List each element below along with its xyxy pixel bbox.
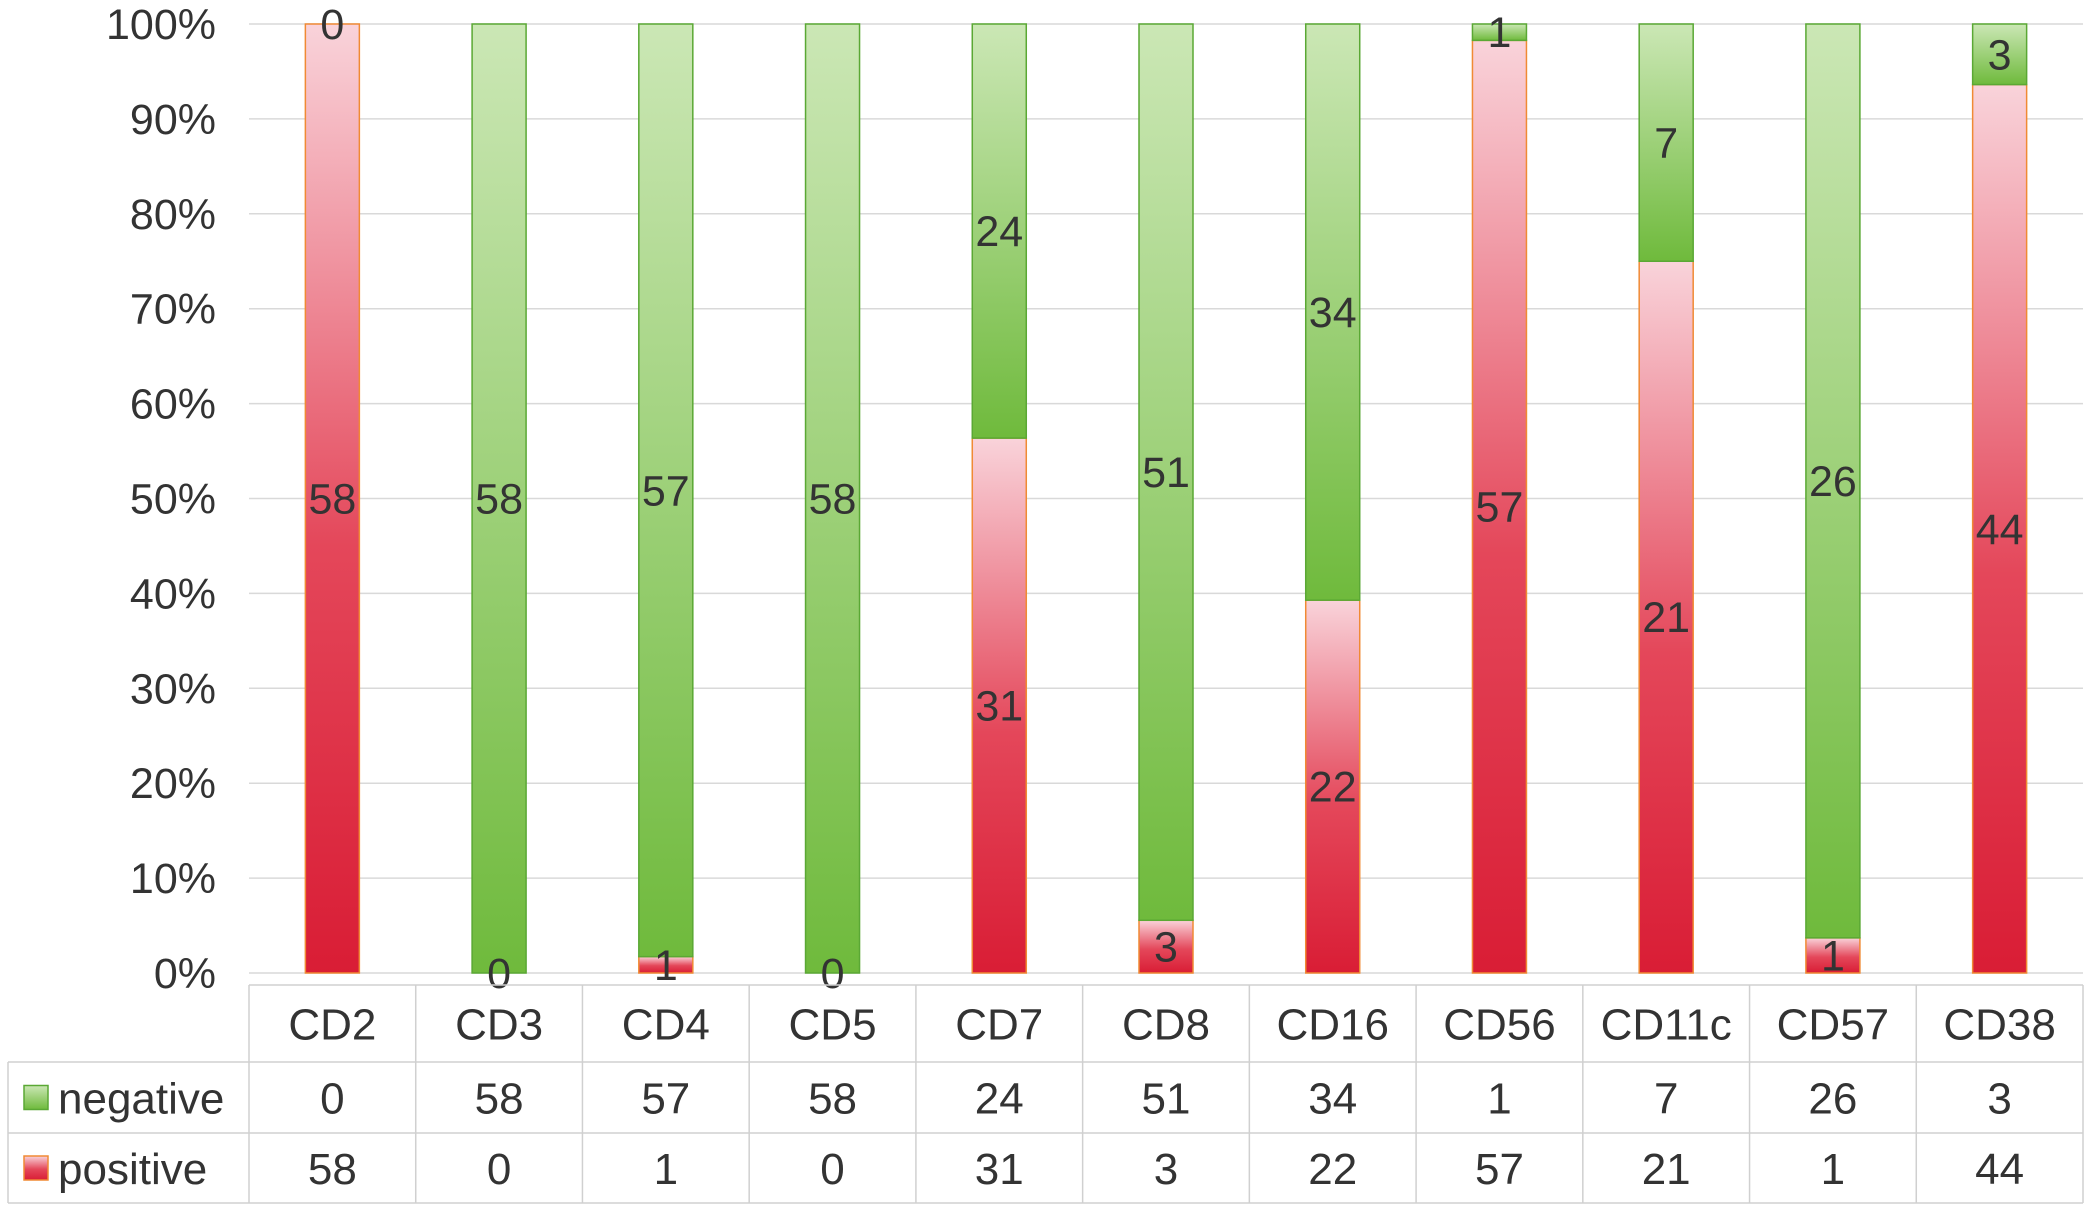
category-label: CD16: [1276, 1001, 1389, 1050]
table-cell-negative: 57: [641, 1075, 690, 1124]
y-tick-label: 10%: [130, 855, 216, 903]
bar-negative-cd57: [1805, 23, 1861, 939]
table-cell-negative: 24: [975, 1075, 1024, 1124]
label-negative-cd7: 24: [975, 208, 1023, 256]
table-cell-positive: 22: [1308, 1145, 1357, 1194]
label-positive-cd8: 3: [1154, 924, 1178, 972]
category-label: CD57: [1777, 1001, 1890, 1050]
label-positive-cd7: 31: [975, 683, 1023, 731]
label-positive-cd38: 44: [1976, 506, 2024, 554]
label-positive-cd16: 22: [1309, 764, 1357, 812]
category-label: CD11c: [1601, 1001, 1732, 1050]
y-tick-label: 0%: [154, 950, 216, 998]
bars: [304, 23, 2028, 974]
label-negative-cd3: 58: [475, 476, 523, 524]
table-cell-positive: 0: [820, 1145, 844, 1194]
y-tick-label: 20%: [130, 760, 216, 808]
label-negative-cd2: 0: [320, 1, 344, 49]
label-positive-cd5: 0: [821, 950, 845, 998]
table-cell-positive: 58: [308, 1145, 357, 1194]
bar-positive-cd11c: [1638, 260, 1694, 974]
y-tick-label: 40%: [130, 570, 216, 618]
table-cell-negative: 1: [1487, 1075, 1511, 1124]
category-label: CD3: [455, 1001, 543, 1050]
table-cell-positive: 1: [654, 1145, 678, 1194]
label-negative-cd8: 51: [1142, 449, 1190, 497]
bar-positive-cd8: [1138, 919, 1194, 974]
table-cell-negative: 51: [1142, 1075, 1191, 1124]
bar-positive-cd16: [1304, 599, 1361, 974]
table-cell-negative: 58: [808, 1075, 857, 1124]
category-label: CD56: [1443, 1001, 1556, 1050]
table-cell-negative: 3: [1987, 1075, 2011, 1124]
y-tick-label: 100%: [106, 1, 216, 49]
table-cell-positive: 44: [1975, 1145, 2024, 1194]
legend-swatch-positive: [23, 1155, 49, 1181]
table-cell-negative: 34: [1308, 1075, 1357, 1124]
label-positive-cd2: 58: [308, 476, 356, 524]
label-positive-cd3: 0: [487, 950, 511, 998]
y-tick-label: 50%: [130, 476, 216, 524]
y-axis: 0% 10% 20% 30% 40% 50% 60% 70% 80% 90% 100%: [106, 1, 216, 998]
data-labels: 0 58 58 0 57 1 58 0 24 31 51 3 34 22 1 57 7 21 26 1 3 44: [308, 1, 2023, 998]
table-cell-positive: 57: [1475, 1145, 1524, 1194]
table-cell-negative: 0: [320, 1075, 344, 1124]
label-negative-cd11c: 7: [1654, 120, 1678, 168]
bar-negative-cd16: [1304, 23, 1361, 601]
category-label: CD38: [1943, 1001, 2056, 1050]
label-negative-cd57: 26: [1809, 458, 1857, 506]
bar-positive-cd2: [304, 23, 361, 974]
table-cell-positive: 21: [1642, 1145, 1691, 1194]
label-positive-cd4: 1: [654, 942, 678, 990]
label-negative-cd56: 1: [1487, 9, 1511, 57]
label-positive-cd56: 57: [1476, 484, 1524, 532]
bar-positive-cd38: [1971, 83, 2028, 974]
bar-negative-cd8: [1138, 23, 1194, 922]
table-cell-negative: 7: [1654, 1075, 1678, 1124]
bar-positive-cd7: [971, 437, 1028, 974]
bar-negative-cd5: [804, 23, 861, 974]
bar-negative-cd4: [638, 23, 694, 958]
table-cell-negative: 58: [475, 1075, 524, 1124]
label-negative-cd16: 34: [1309, 289, 1357, 337]
table-cell-positive: 0: [487, 1145, 511, 1194]
y-tick-label: 30%: [130, 665, 216, 713]
label-negative-cd4: 57: [642, 467, 690, 515]
label-negative-cd5: 58: [809, 476, 857, 524]
data-table: CD2 CD3 CD4 CD5 CD7 CD8 CD16 CD56 CD11c CD57 CD38 n…: [7, 984, 2084, 1204]
label-positive-cd57: 1: [1821, 932, 1845, 980]
bar-negative-cd3: [471, 23, 527, 974]
y-tick-label: 80%: [130, 191, 216, 239]
label-negative-cd38: 3: [1988, 31, 2012, 79]
bar-negative-cd7: [971, 23, 1028, 439]
legend-label-negative: negative: [58, 1075, 224, 1124]
bar-negative-cd11c: [1638, 23, 1694, 262]
y-tick-label: 90%: [130, 96, 216, 144]
category-label: CD4: [622, 1001, 710, 1050]
category-label: CD8: [1122, 1001, 1210, 1050]
bar-positive-cd56: [1471, 39, 1528, 974]
bar-negative-cd38: [1971, 23, 2028, 86]
category-label: CD7: [955, 1001, 1043, 1050]
table-cell-positive: 1: [1821, 1145, 1845, 1194]
legend-swatch-negative: [23, 1084, 49, 1111]
bar-negative-cd56: [1471, 23, 1528, 42]
y-tick-label: 70%: [130, 286, 216, 334]
table-cell-positive: 31: [975, 1145, 1024, 1194]
legend-label-positive: positive: [58, 1145, 207, 1194]
table-cell-negative: 26: [1808, 1075, 1857, 1124]
category-label: CD2: [288, 1001, 376, 1050]
category-label: CD5: [789, 1001, 877, 1050]
label-positive-cd11c: 21: [1642, 594, 1690, 642]
y-tick-label: 60%: [130, 381, 216, 429]
table-cell-positive: 3: [1154, 1145, 1178, 1194]
